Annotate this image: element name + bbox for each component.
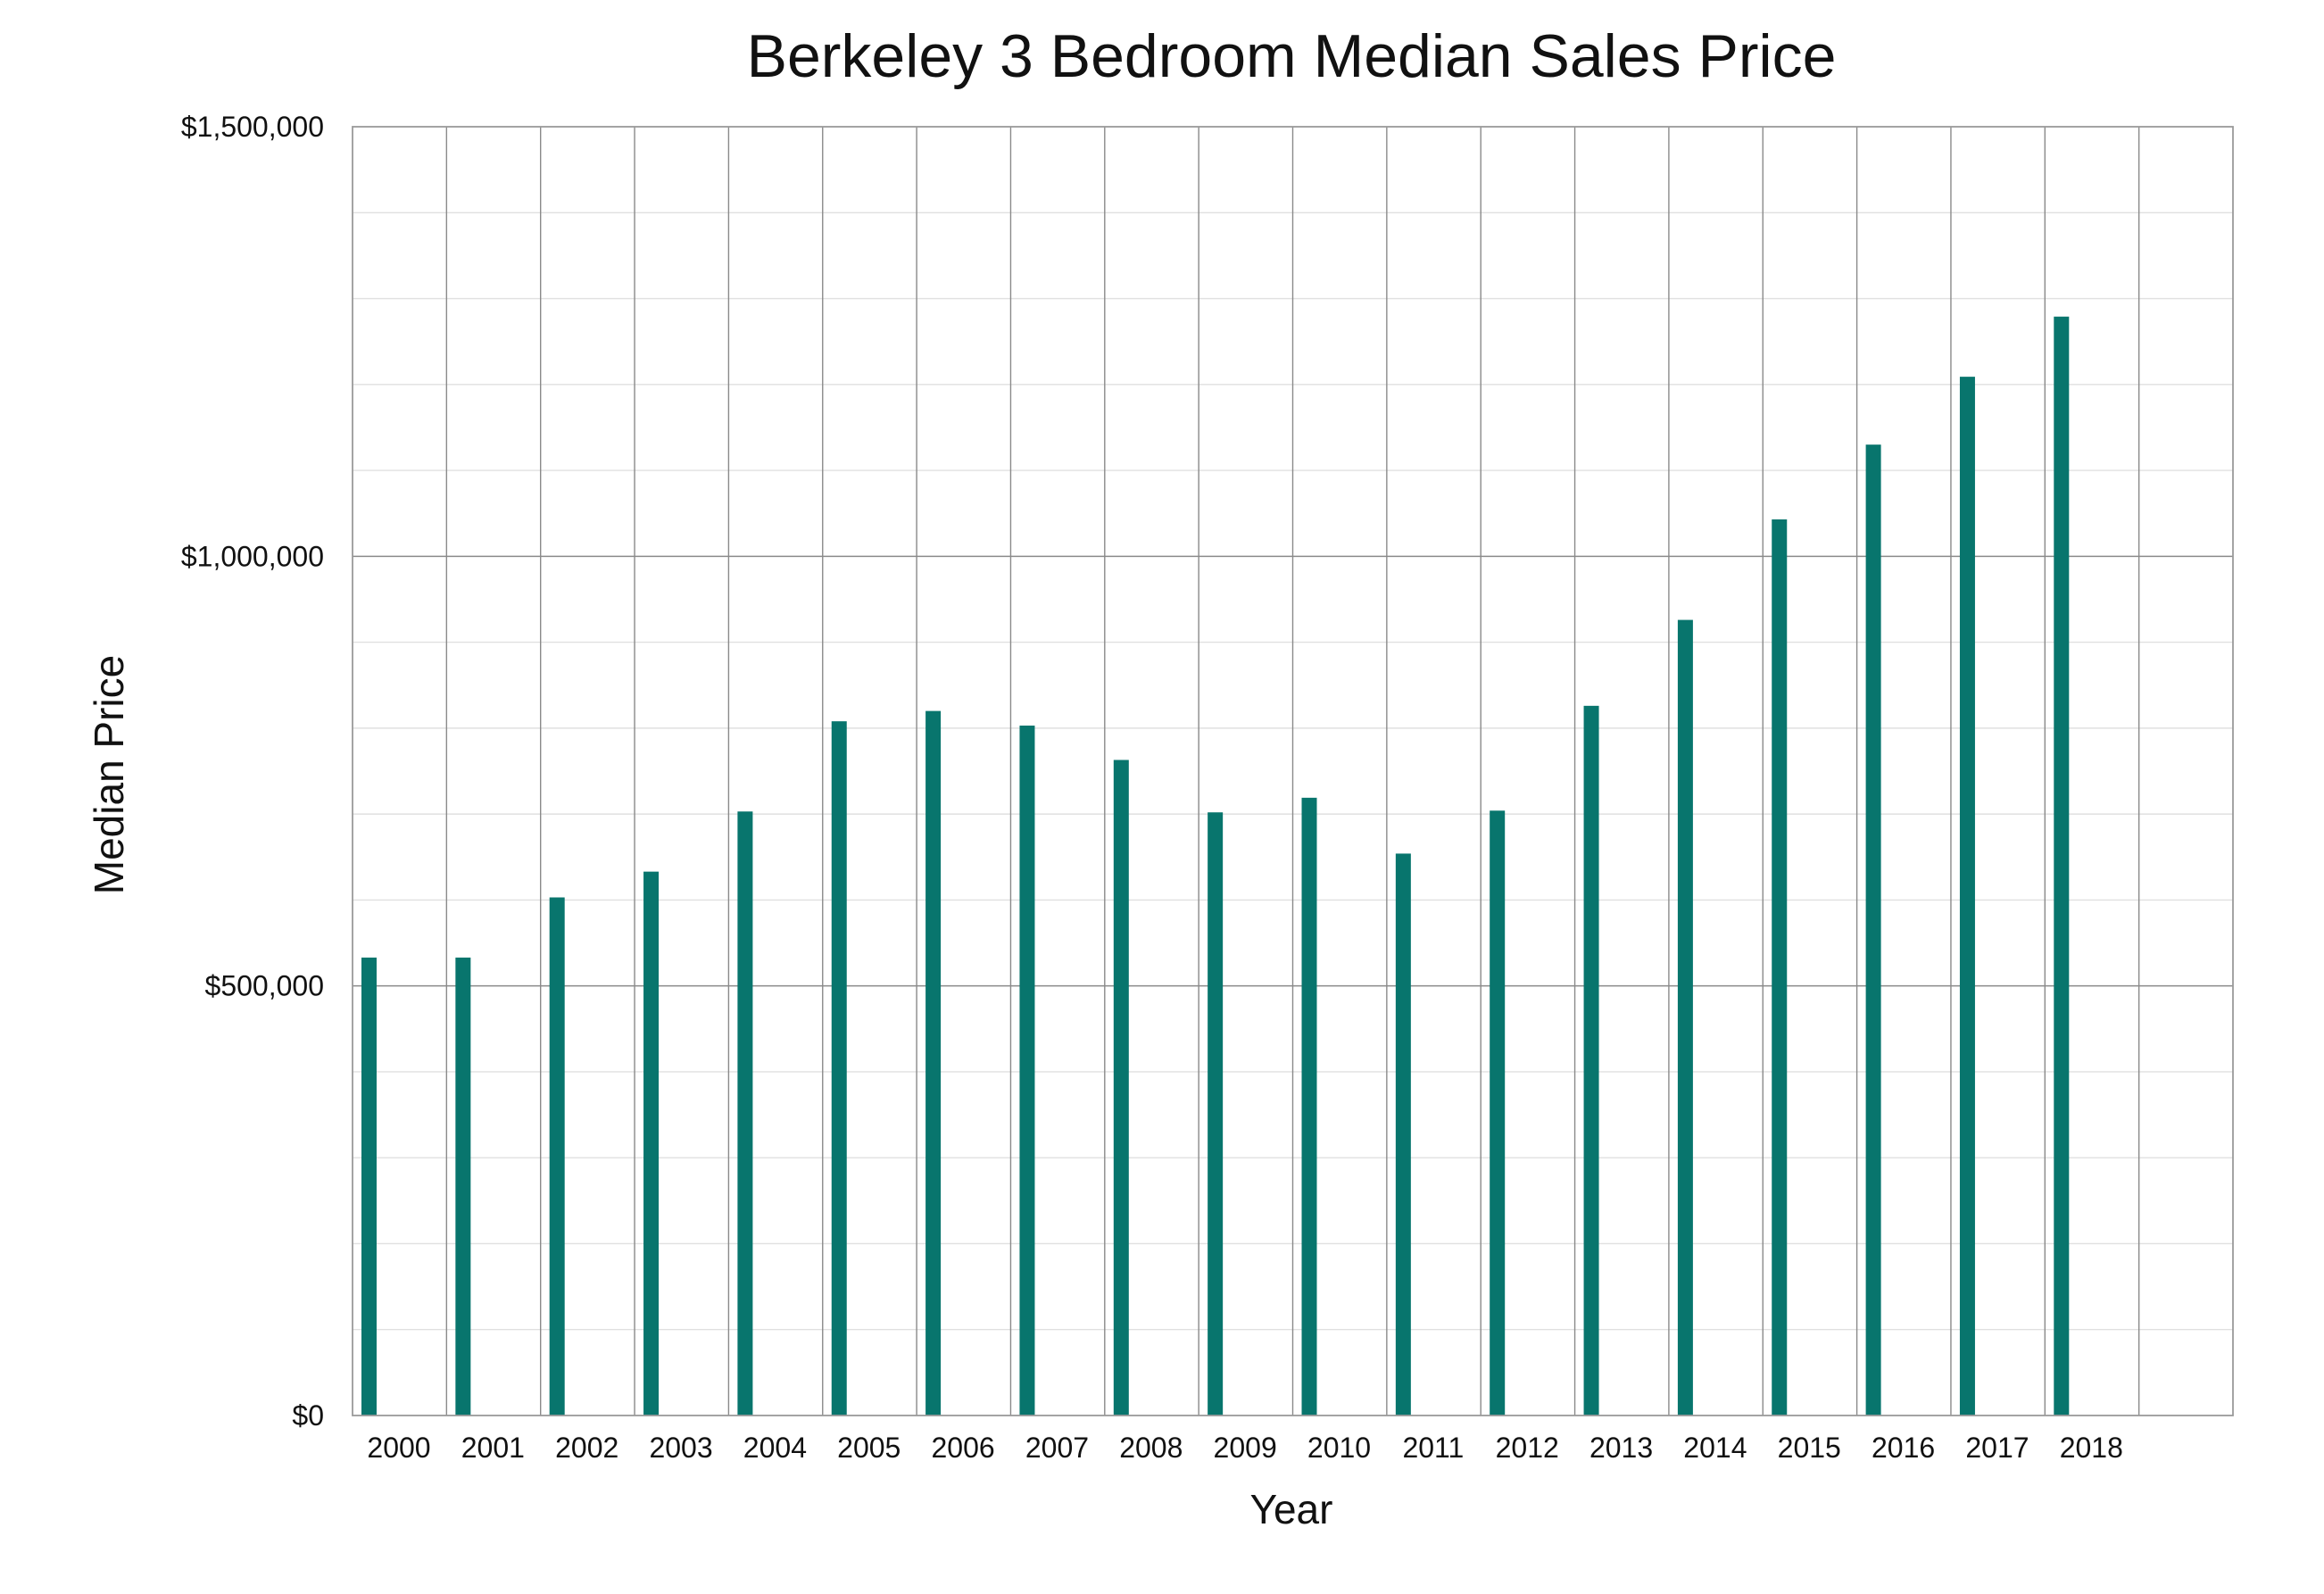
bar (1959, 377, 1975, 1416)
x-tick-label: 2017 (1965, 1432, 2029, 1464)
x-tick-label: 2002 (555, 1432, 618, 1464)
bar (361, 957, 377, 1416)
bar (737, 811, 753, 1416)
bar (831, 721, 847, 1416)
bar (2054, 316, 2070, 1416)
x-tick-label: 2010 (1307, 1432, 1371, 1464)
x-tick-label: 2003 (649, 1432, 712, 1464)
gridlines (353, 127, 2233, 1416)
x-tick-label: 2016 (1872, 1432, 1935, 1464)
y-tick-label: $500,000 (205, 970, 324, 1002)
bar (643, 871, 660, 1416)
bar (1395, 853, 1411, 1416)
bar-series (361, 316, 2070, 1416)
bar (1865, 444, 1881, 1416)
x-tick-label: 2004 (743, 1432, 807, 1464)
bar (1208, 812, 1224, 1416)
x-tick-label: 2011 (1402, 1432, 1464, 1464)
x-tick-label: 2000 (367, 1432, 430, 1464)
x-tick-label: 2008 (1119, 1432, 1183, 1464)
x-tick-label: 2012 (1496, 1432, 1559, 1464)
y-tick-label: $1,000,000 (181, 540, 324, 572)
bar (1301, 797, 1317, 1416)
bar (1490, 810, 1506, 1416)
x-tick-label: 2014 (1683, 1432, 1747, 1464)
bar (925, 710, 942, 1416)
x-tick-label: 2006 (932, 1432, 995, 1464)
x-tick-label: 2005 (837, 1432, 901, 1464)
x-axis-ticks: 2000 2001 2002 2003 2004 2005 2006 2007 2008 2009… (367, 1432, 2122, 1464)
bar (1019, 725, 1035, 1416)
y-axis-ticks: $0 $500,000 $1,000,000 $1,500,000 (181, 111, 324, 1432)
bar (1772, 519, 1788, 1416)
chart-title: Berkeley 3 Bedroom Median Sales Price (747, 22, 1837, 90)
x-tick-label: 2007 (1025, 1432, 1089, 1464)
x-tick-label: 2018 (2060, 1432, 2123, 1464)
bar (1583, 705, 1599, 1416)
y-axis-label: Median Price (86, 655, 132, 894)
y-tick-label: $1,500,000 (181, 111, 324, 143)
bar (455, 957, 471, 1416)
bar (549, 897, 565, 1416)
y-tick-label: $0 (292, 1399, 324, 1432)
bar (1677, 619, 1693, 1416)
bar (1113, 760, 1129, 1416)
x-tick-label: 2001 (461, 1432, 525, 1464)
x-tick-label: 2015 (1778, 1432, 1841, 1464)
plot-frame (352, 126, 2234, 1416)
plot-border (352, 126, 2234, 1416)
x-tick-label: 2009 (1214, 1432, 1277, 1464)
x-axis-label: Year (1250, 1486, 1333, 1532)
x-tick-label: 2013 (1589, 1432, 1653, 1464)
